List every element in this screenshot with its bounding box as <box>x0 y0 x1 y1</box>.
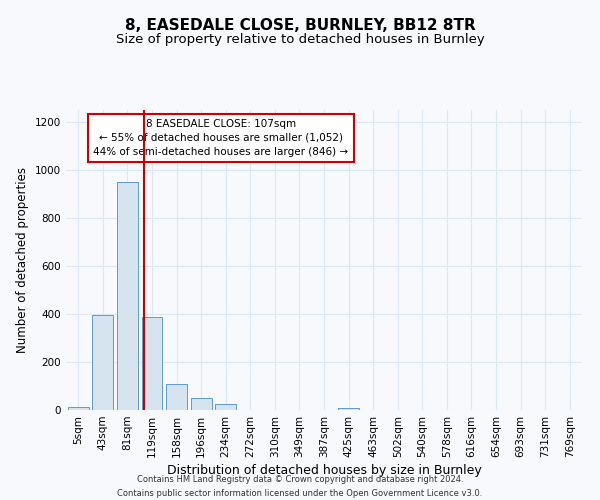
Bar <box>68 407 89 410</box>
Bar <box>338 408 359 410</box>
Bar <box>166 384 187 410</box>
Text: Size of property relative to detached houses in Burnley: Size of property relative to detached ho… <box>116 32 484 46</box>
X-axis label: Distribution of detached houses by size in Burnley: Distribution of detached houses by size … <box>167 464 481 477</box>
Bar <box>191 398 212 410</box>
Text: 8, EASEDALE CLOSE, BURNLEY, BB12 8TR: 8, EASEDALE CLOSE, BURNLEY, BB12 8TR <box>125 18 475 32</box>
Bar <box>92 315 113 410</box>
Text: Contains HM Land Registry data © Crown copyright and database right 2024.
Contai: Contains HM Land Registry data © Crown c… <box>118 476 482 498</box>
Bar <box>142 317 163 410</box>
Text: 8 EASEDALE CLOSE: 107sqm
← 55% of detached houses are smaller (1,052)
44% of sem: 8 EASEDALE CLOSE: 107sqm ← 55% of detach… <box>93 119 349 157</box>
Bar <box>215 404 236 410</box>
Y-axis label: Number of detached properties: Number of detached properties <box>16 167 29 353</box>
Bar <box>117 182 138 410</box>
